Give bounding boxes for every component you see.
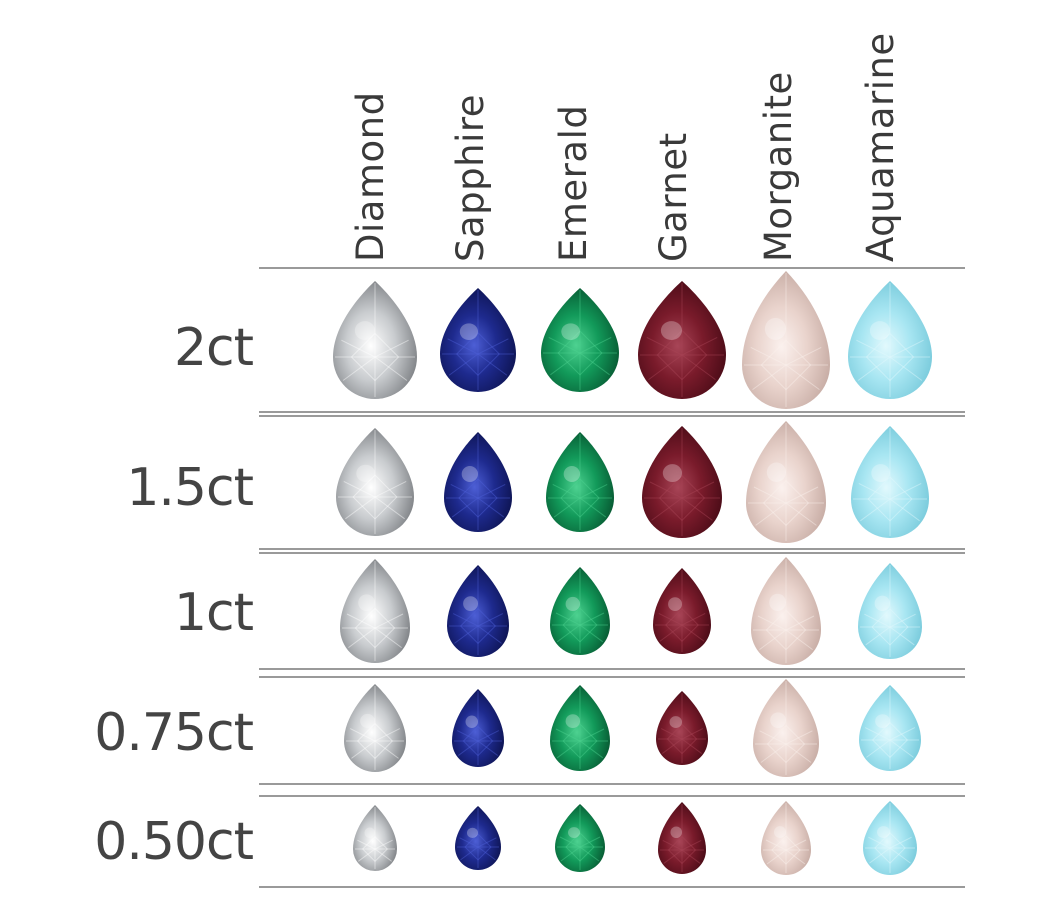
gem-garnet-2ct [638, 281, 726, 399]
gem-emerald-1ct [550, 567, 610, 655]
gem-aquamarine-1ct [858, 563, 922, 659]
gem-diamond-2ct [333, 281, 417, 399]
gem-sapphire-1-5ct [444, 432, 512, 532]
row-divider [259, 411, 965, 413]
gem-diamond-0-50ct [353, 805, 397, 871]
gem-diamond-1ct [340, 559, 410, 663]
gem-diamond-0-75ct [344, 684, 406, 772]
gem-garnet-0-50ct [658, 802, 706, 874]
row-label-2ct: 2ct [173, 318, 254, 378]
row-divider [259, 552, 965, 554]
gem-garnet-1-5ct [642, 426, 722, 538]
row-divider [259, 795, 965, 797]
row-label-0-75ct: 0.75ct [94, 703, 254, 763]
gem-emerald-0-50ct [555, 804, 605, 872]
row-divider [259, 548, 965, 550]
gem-aquamarine-1-5ct [851, 426, 929, 538]
gem-morganite-2ct [742, 271, 830, 409]
row-label-1ct: 1ct [173, 583, 254, 643]
gem-morganite-0-50ct [761, 801, 811, 875]
row-label-0-50ct: 0.50ct [94, 812, 254, 872]
gem-morganite-1-5ct [746, 421, 826, 543]
gem-sapphire-2ct [440, 288, 516, 392]
gem-emerald-0-75ct [550, 685, 610, 771]
gem-garnet-1ct [653, 568, 711, 654]
gem-emerald-2ct [541, 288, 619, 392]
gem-garnet-0-75ct [656, 691, 708, 765]
gem-aquamarine-0-75ct [859, 685, 921, 771]
gem-morganite-1ct [751, 557, 821, 665]
row-divider [259, 676, 965, 678]
gem-sapphire-0-50ct [455, 806, 501, 870]
gem-morganite-0-75ct [753, 679, 819, 777]
row-divider [259, 415, 965, 417]
row-label-1-5ct: 1.5ct [126, 458, 254, 518]
header-divider [259, 267, 965, 269]
gem-diamond-1-5ct [336, 428, 414, 536]
bottom-divider [259, 886, 965, 888]
gem-aquamarine-0-50ct [863, 801, 917, 875]
gem-sapphire-1ct [447, 565, 509, 657]
row-divider [259, 783, 965, 785]
row-divider [259, 668, 965, 670]
gem-emerald-1-5ct [546, 432, 614, 532]
gem-sapphire-0-75ct [452, 689, 504, 767]
gem-aquamarine-2ct [848, 281, 932, 399]
